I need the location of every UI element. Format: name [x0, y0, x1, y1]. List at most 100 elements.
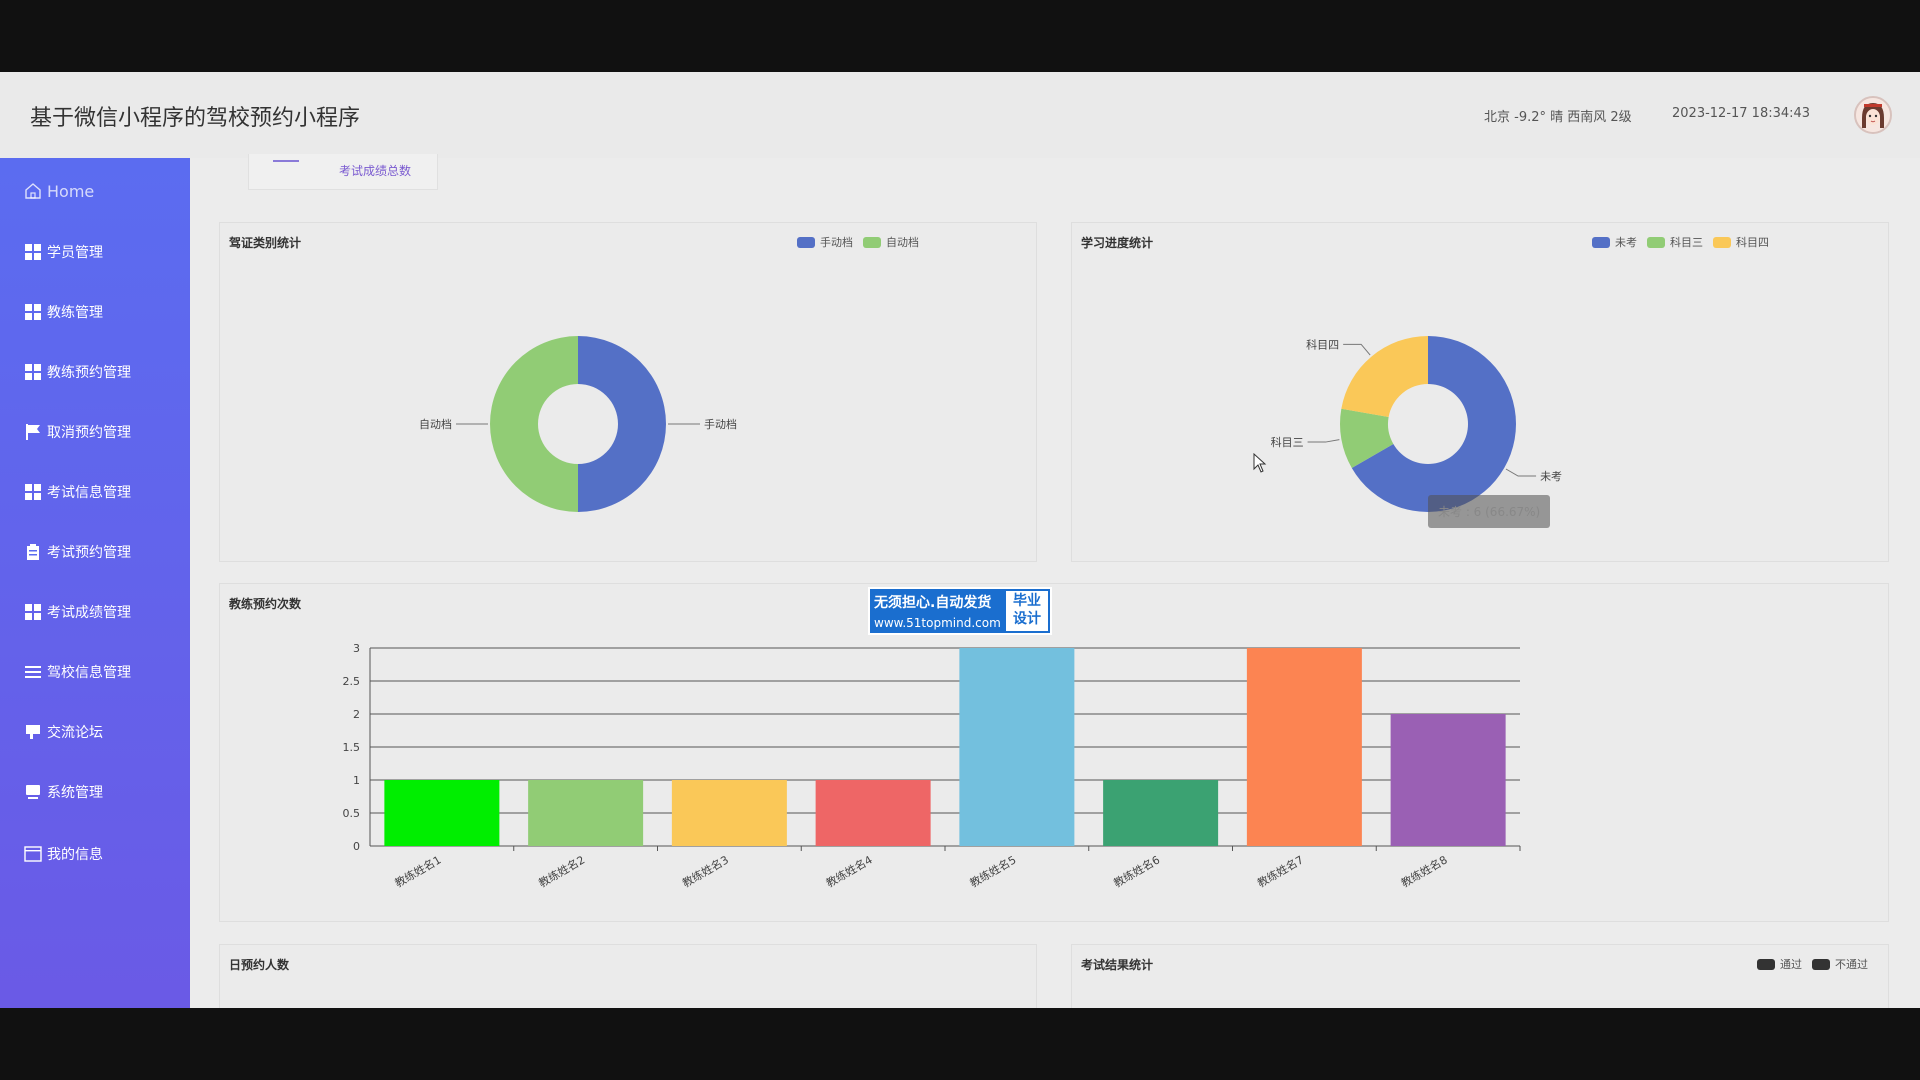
legend-swatch — [1713, 236, 1731, 248]
sidebar-item-label: 取消预约管理 — [47, 425, 131, 441]
sidebar-item-coach-booking[interactable]: 教练预约管理 — [0, 352, 190, 392]
legend-swatch — [863, 236, 881, 248]
license-donut-chart: 手动档 自动档 — [419, 336, 737, 512]
list-icon — [24, 663, 42, 681]
y-tick-label: 3 — [353, 642, 360, 655]
stat-card-exam-scores[interactable]: 考试成绩总数 — [248, 154, 438, 190]
pie-label-line — [1343, 343, 1371, 356]
sidebar-item-label: 学员管理 — [47, 245, 103, 261]
sidebar-item-forum[interactable]: 交流论坛 — [0, 712, 190, 752]
sidebar-item-label: 交流论坛 — [47, 725, 103, 741]
panel-title: 考试结果统计 — [1081, 958, 1154, 972]
bar[interactable] — [1103, 780, 1219, 846]
home-icon — [24, 182, 42, 200]
sidebar-item-exam-booking[interactable]: 考试预约管理 — [0, 532, 190, 572]
y-tick-label: 2 — [353, 708, 360, 721]
legend-item-manual[interactable]: 手动档 — [797, 234, 853, 250]
x-tick-label: 教练姓名6 — [1111, 852, 1162, 890]
bar[interactable] — [815, 780, 931, 846]
legend-label: 不通过 — [1835, 958, 1868, 971]
legend-license: 手动档 自动档 — [797, 234, 929, 250]
legend-label: 科目四 — [1736, 236, 1769, 249]
watermark-side: 毕业 设计 — [1006, 591, 1048, 631]
sidebar: Home 学员管理 教练管理 教练预约管理 取消预约管理 考试信息管理 考试预约… — [0, 158, 190, 1008]
sidebar-item-cancel-booking[interactable]: 取消预约管理 — [0, 412, 190, 452]
legend-item-fail[interactable]: 不通过 — [1812, 956, 1868, 972]
legend-item-pass[interactable]: 通过 — [1757, 956, 1802, 972]
pie-label: 自动档 — [419, 417, 452, 431]
sidebar-item-label: 考试预约管理 — [47, 545, 131, 561]
y-tick-label: 0.5 — [343, 807, 361, 820]
sidebar-item-exam-info[interactable]: 考试信息管理 — [0, 472, 190, 512]
watermark-side-line2: 设计 — [1013, 611, 1041, 627]
legend-progress: 未考 科目三 科目四 — [1592, 234, 1779, 250]
sidebar-item-label: 系统管理 — [47, 785, 103, 801]
legend-label: 手动档 — [820, 236, 853, 249]
avatar-image — [1856, 98, 1890, 132]
legend-label: 通过 — [1780, 958, 1802, 971]
sidebar-item-system[interactable]: 系统管理 — [0, 772, 190, 812]
mouse-cursor-icon — [1253, 453, 1267, 473]
watermark-side-line1: 毕业 — [1013, 593, 1041, 609]
pie-slice[interactable] — [1351, 336, 1516, 512]
legend-item-auto[interactable]: 自动档 — [863, 234, 919, 250]
sidebar-item-home[interactable]: Home — [0, 171, 190, 211]
pie-label: 科目三 — [1271, 435, 1304, 449]
panel-license-type: 驾证类别统计 手动档 自动档 手动档 自动档 — [219, 222, 1037, 562]
pie-slice[interactable] — [578, 336, 666, 512]
legend-item-not-taken[interactable]: 未考 — [1592, 234, 1637, 250]
coach-booking-bar-chart: 0 0.5 1 1.5 2 2.5 3 教练姓名1 教练姓名2 教练姓名3 教练姓名4 教练姓名5 教练… — [343, 642, 1521, 890]
sidebar-item-label: 考试成绩管理 — [47, 605, 131, 621]
x-tick-label: 教练姓名7 — [1255, 852, 1306, 890]
stat-label: 考试成绩总数 — [339, 164, 412, 178]
panel-daily-bookings: 日预约人数 — [219, 944, 1037, 1008]
y-tick-label: 2.5 — [343, 675, 361, 688]
profile-icon — [24, 845, 42, 863]
x-tick-label: 教练姓名5 — [967, 852, 1018, 890]
panel-title: 驾证类别统计 — [229, 236, 302, 250]
sidebar-item-students[interactable]: 学员管理 — [0, 232, 190, 272]
grid-icon — [24, 603, 42, 621]
legend-item-subject4[interactable]: 科目四 — [1713, 234, 1769, 250]
x-tick-label: 教练姓名8 — [1398, 852, 1449, 890]
bar[interactable] — [528, 780, 644, 846]
watermark-main-text: 无须担心.自动发货 — [874, 595, 992, 611]
watermark-url: www.51topmind.com — [874, 616, 1001, 630]
flag-icon — [24, 423, 42, 441]
panel-title: 教练预约次数 — [229, 597, 302, 611]
sidebar-item-my-info[interactable]: 我的信息 — [0, 834, 190, 874]
y-tick-label: 1 — [353, 774, 360, 787]
panel-title: 日预约人数 — [229, 958, 290, 972]
watermark-banner: 无须担心.自动发货 www.51topmind.com 毕业设计 — [868, 587, 1052, 635]
bar[interactable] — [384, 780, 500, 846]
bar[interactable] — [1246, 648, 1362, 846]
pie-slice[interactable] — [490, 336, 578, 512]
bar[interactable] — [959, 648, 1075, 846]
legend-swatch — [1647, 236, 1665, 248]
header: 基于微信小程序的驾校预约小程序 北京 -9.2° 晴 西南风 2级 2023-1… — [0, 72, 1920, 158]
sidebar-item-school-info[interactable]: 驾校信息管理 — [0, 652, 190, 692]
pie-label: 手动档 — [704, 417, 737, 431]
pie-slice[interactable] — [1341, 336, 1428, 418]
pie-slice[interactable] — [1340, 408, 1394, 468]
pie-label-line — [1505, 468, 1537, 477]
panel-study-progress: 学习进度统计 未考 科目三 科目四 未考 科目三 科目四 未考 : 6 (66.67… — [1071, 222, 1889, 562]
grid-icon — [24, 363, 42, 381]
pie-label: 科目四 — [1306, 337, 1339, 351]
bar[interactable] — [671, 780, 787, 846]
legend-exam-results: 通过 不通过 — [1757, 956, 1878, 972]
x-tick-label: 教练姓名3 — [680, 852, 731, 890]
weather-info: 北京 -9.2° 晴 西南风 2级 — [1484, 110, 1632, 125]
letterbox-bottom — [0, 1008, 1920, 1080]
bar[interactable] — [1390, 714, 1506, 846]
sidebar-item-coaches[interactable]: 教练管理 — [0, 292, 190, 332]
panel-title: 学习进度统计 — [1081, 236, 1154, 250]
y-tick-label: 1.5 — [343, 741, 361, 754]
x-tick-label: 教练姓名4 — [823, 852, 874, 890]
sidebar-item-exam-scores[interactable]: 考试成绩管理 — [0, 592, 190, 632]
legend-item-subject3[interactable]: 科目三 — [1647, 234, 1703, 250]
legend-swatch — [797, 236, 815, 248]
avatar[interactable] — [1854, 96, 1892, 134]
pie-label: 未考 — [1540, 470, 1562, 483]
clipboard-icon — [24, 543, 42, 561]
